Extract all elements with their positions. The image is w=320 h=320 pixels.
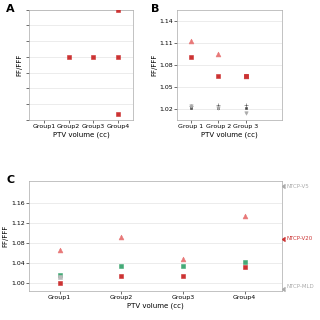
Text: C: C [6,175,14,185]
Text: NTCP-MLD: NTCP-MLD [287,284,315,289]
Y-axis label: FF/FFF: FF/FFF [17,54,22,76]
X-axis label: PTV volume (cc): PTV volume (cc) [201,131,258,138]
Text: A: A [6,4,14,14]
Y-axis label: FF/FFF: FF/FFF [3,225,9,247]
X-axis label: PTV volume (cc): PTV volume (cc) [127,302,184,309]
X-axis label: PTV volume (cc): PTV volume (cc) [53,131,109,138]
Text: B: B [151,4,159,14]
Text: NTCP-V20: NTCP-V20 [287,236,313,241]
Y-axis label: FF/FFF: FF/FFF [151,54,157,76]
Text: NTCP-V5: NTCP-V5 [287,184,309,189]
